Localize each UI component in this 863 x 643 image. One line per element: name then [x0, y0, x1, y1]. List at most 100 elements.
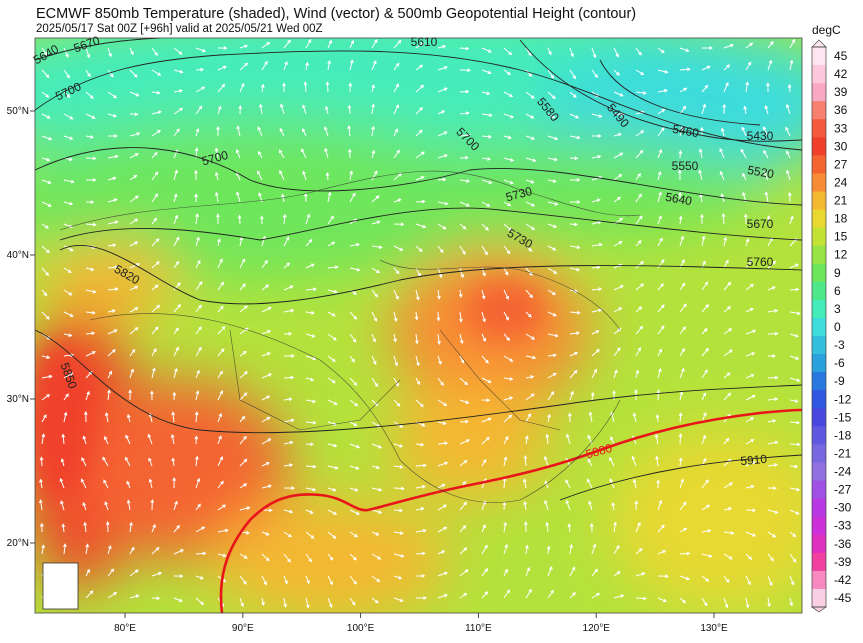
wind-arrow	[107, 220, 119, 225]
wind-arrow	[305, 553, 312, 563]
wind-arrow	[701, 597, 708, 607]
wind-arrow	[698, 169, 703, 181]
wind-arrow	[481, 436, 490, 445]
wind-arrow	[371, 399, 379, 407]
contour-label: 5760	[747, 255, 774, 269]
wind-arrow	[767, 463, 779, 467]
wind-arrow	[654, 433, 659, 445]
wind-arrow	[324, 147, 329, 159]
wind-arrow	[129, 153, 139, 159]
wind-arrow	[415, 245, 423, 253]
wind-arrow	[762, 126, 769, 137]
wind-arrow	[217, 83, 226, 93]
wind-arrow	[437, 201, 449, 206]
wind-arrow	[148, 478, 153, 489]
wind-arrow	[325, 81, 330, 93]
wind-arrow	[282, 82, 286, 93]
colorbar-label: 45	[834, 49, 848, 63]
wind-arrow	[764, 191, 769, 203]
colorbar-swatch	[812, 119, 826, 138]
wind-arrow	[107, 329, 118, 335]
contour-label: 5640	[664, 190, 693, 208]
wind-arrow	[523, 500, 527, 511]
wind-arrow	[257, 170, 263, 181]
wind-arrow	[173, 597, 183, 603]
wind-arrow	[347, 125, 351, 137]
wind-arrow	[60, 458, 65, 467]
wind-arrow	[195, 477, 201, 489]
wind-arrow	[217, 435, 222, 445]
wind-arrow	[569, 91, 577, 98]
wind-arrow	[63, 91, 71, 98]
wind-arrow	[635, 596, 647, 601]
wind-arrow	[327, 39, 332, 49]
wind-arrow	[723, 236, 728, 247]
wind-arrow	[721, 212, 726, 225]
wind-arrow	[41, 374, 53, 379]
wind-arrow	[789, 355, 800, 360]
wind-arrow	[679, 347, 685, 357]
wind-arrow	[459, 419, 470, 424]
wind-arrow	[283, 575, 288, 585]
wind-arrow	[740, 148, 747, 159]
wind-arrow	[239, 44, 249, 49]
wind-arrow	[150, 390, 154, 401]
wind-arrow	[547, 113, 556, 119]
wind-arrow	[283, 236, 290, 247]
wind-arrow	[745, 283, 755, 291]
wind-arrow	[547, 589, 554, 599]
wind-arrow	[105, 520, 110, 533]
wind-arrow	[303, 81, 308, 93]
wind-arrow	[613, 196, 622, 203]
wind-arrow	[481, 113, 493, 118]
wind-arrow	[126, 413, 131, 423]
wind-arrow	[283, 553, 291, 563]
wind-arrow	[522, 478, 527, 489]
wind-arrow	[569, 267, 581, 272]
wind-arrow	[657, 367, 662, 379]
wind-arrow	[63, 69, 70, 79]
wind-arrow	[261, 416, 271, 423]
colorbar-swatch	[812, 83, 826, 102]
wind-arrow	[437, 421, 447, 425]
wind-arrow	[569, 156, 579, 161]
wind-arrow	[239, 350, 247, 357]
wind-arrow	[371, 377, 379, 388]
wind-arrow	[371, 103, 375, 115]
wind-arrow	[591, 543, 597, 555]
wind-arrow	[349, 509, 361, 515]
wind-arrow	[613, 307, 623, 313]
wind-arrow	[613, 47, 619, 58]
colorbar-swatch	[812, 408, 826, 427]
lat-label: 20°N	[7, 538, 29, 549]
wind-arrow	[283, 375, 295, 380]
colorbar-swatch	[812, 480, 826, 500]
wind-arrow	[60, 500, 65, 511]
wind-arrow	[217, 326, 226, 335]
wind-arrow	[767, 509, 779, 514]
wind-arrow	[393, 508, 404, 513]
wind-arrow	[217, 281, 225, 291]
wind-arrow	[371, 443, 383, 449]
wind-arrow	[283, 60, 288, 71]
inset-map	[42, 562, 79, 610]
wind-arrow	[305, 487, 317, 492]
wind-arrow	[613, 544, 620, 555]
wind-arrow	[657, 597, 668, 603]
wind-arrow	[85, 47, 91, 59]
wind-arrow	[764, 105, 769, 115]
wind-arrow	[591, 113, 603, 118]
wind-arrow	[481, 134, 492, 139]
wind-arrow	[789, 215, 794, 225]
wind-arrow	[261, 575, 267, 586]
wind-arrow	[503, 113, 515, 119]
wind-arrow	[173, 549, 185, 555]
wind-arrow	[679, 575, 690, 581]
wind-arrow	[41, 394, 51, 401]
wind-arrow	[679, 235, 685, 247]
wind-arrow	[789, 311, 801, 316]
wind-arrow	[129, 285, 139, 291]
wind-arrow	[415, 42, 425, 49]
wind-arrow	[151, 571, 163, 577]
colorbar-arrow-top	[811, 39, 827, 48]
